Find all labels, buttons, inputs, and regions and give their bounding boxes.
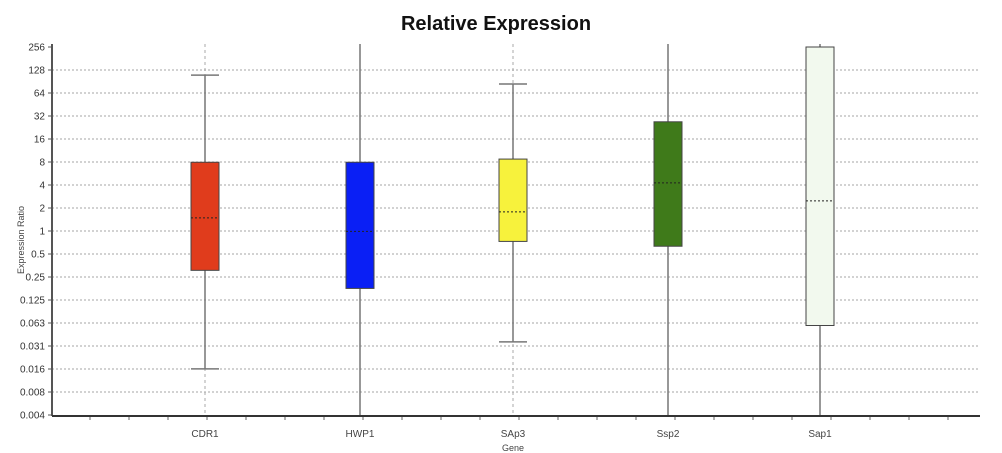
x-tick-label: Ssp2 [657, 429, 680, 440]
y-tick-label: 0.004 [20, 411, 45, 422]
y-tick-label: 128 [28, 66, 45, 77]
box-sap1 [805, 46, 835, 327]
box-cdr1 [190, 161, 220, 271]
box-sap3 [498, 158, 528, 242]
y-tick-label: 1 [39, 227, 45, 238]
y-tick-label: 256 [28, 43, 45, 54]
box-ssp2 [653, 121, 683, 247]
y-tick-label: 64 [34, 89, 46, 100]
y-tick-label: 0.031 [20, 342, 45, 353]
y-tick-label: 0.016 [20, 365, 45, 376]
y-tick-label: 0.25 [26, 273, 46, 284]
x-tick-label: CDR1 [191, 429, 219, 440]
y-tick-label: 32 [34, 112, 46, 123]
x-tick-label: HWP1 [346, 429, 375, 440]
chart-title: Relative Expression [401, 13, 591, 35]
y-tick-label: 0.125 [20, 296, 45, 307]
y-tick-label: 0.063 [20, 319, 45, 330]
y-tick-label: 0.008 [20, 388, 45, 399]
y-tick-label: 2 [39, 204, 45, 215]
y-tick-label: 0.5 [31, 250, 45, 261]
box-hwp1 [345, 161, 375, 289]
y-axis-label: Expression Ratio [16, 206, 26, 274]
x-tick-label: Sap1 [808, 429, 832, 440]
x-axis-label: Gene [502, 443, 524, 453]
y-tick-label: 16 [34, 135, 46, 146]
y-tick-label: 8 [39, 158, 45, 169]
y-tick-label: 4 [39, 181, 45, 192]
x-tick-label: SAp3 [501, 429, 526, 440]
